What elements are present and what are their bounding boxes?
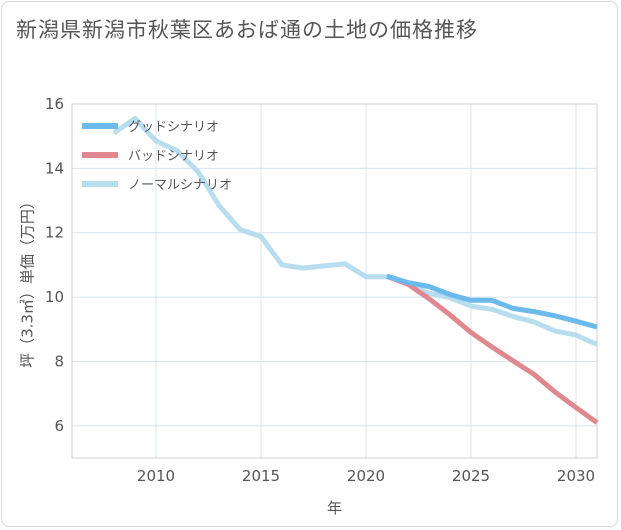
y-tick-label: 12 <box>45 224 64 242</box>
plot-area-border <box>71 103 598 459</box>
x-tick-label: 2010 <box>137 467 175 485</box>
y-tick-label: 10 <box>45 288 64 306</box>
y-tick-label: 6 <box>54 417 64 435</box>
x-tick-label: 2025 <box>452 467 490 485</box>
x-axis-label: 年 <box>327 499 342 517</box>
x-tick-label: 2015 <box>242 467 280 485</box>
legend-label-0: グッドシナリオ <box>128 120 219 135</box>
chart-title: 新潟県新潟市秋葉区あおば通の土地の価格推移 <box>16 18 478 42</box>
x-axis-ticks: 2010 2015 2020 2025 2030 <box>137 467 595 485</box>
y-tick-label: 8 <box>54 352 64 370</box>
y-tick-label: 14 <box>45 159 64 177</box>
x-tick-label: 2020 <box>347 467 385 485</box>
series-line-1 <box>386 273 599 425</box>
legend-label-2: ノーマルシナリオ <box>128 178 232 193</box>
y-axis-ticks: 6 8 10 12 14 16 <box>45 95 64 435</box>
y-axis-label: 坪（3.3㎡）単価（万円） <box>19 194 37 368</box>
series-line-2 <box>112 116 599 347</box>
series-line-0 <box>386 273 598 330</box>
y-tick-label: 16 <box>45 95 64 113</box>
legend-label-1: バッドシナリオ <box>128 149 219 164</box>
series-layer <box>112 116 599 425</box>
x-tick-label: 2030 <box>557 467 595 485</box>
